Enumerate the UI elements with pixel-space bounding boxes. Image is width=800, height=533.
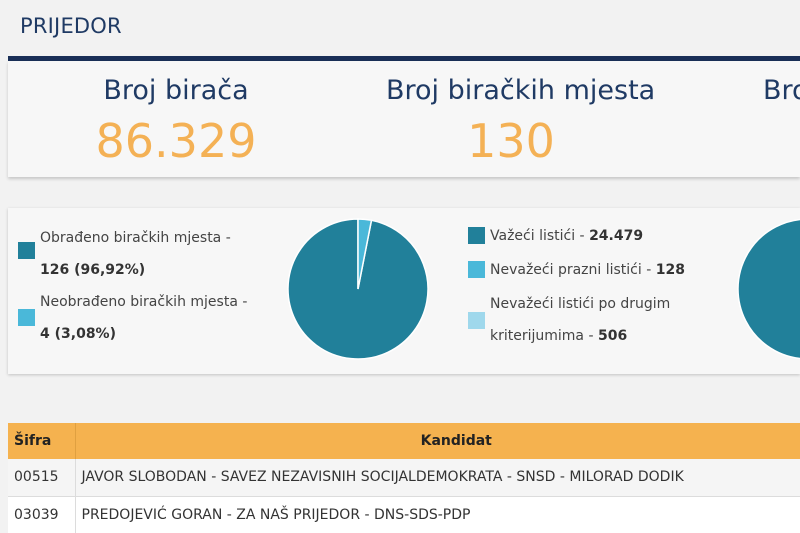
legend-other-invalid-label-line2: kriterijumima - bbox=[490, 328, 598, 344]
stats-card: Broj birača 86.329 Broj biračkih mjesta … bbox=[8, 61, 800, 177]
ballots-pie bbox=[737, 218, 800, 360]
stat-polling-stations-label: Broj biračkih mjesta bbox=[386, 75, 656, 106]
cell-candidate: PREDOJEVIĆ GORAN - ZA NAŠ PRIJEDOR - DNS… bbox=[75, 496, 800, 533]
table-row[interactable]: 00515 JAVOR SLOBODAN - SAVEZ NEZAVISNIH … bbox=[8, 459, 800, 497]
stat-voters: Broj birača 86.329 bbox=[88, 75, 264, 168]
cell-code: 00515 bbox=[8, 459, 76, 497]
ballots-pie-slice-0 bbox=[737, 218, 800, 360]
page-title: PRIJEDOR bbox=[20, 14, 122, 38]
stat-polling-stations-value: 130 bbox=[467, 114, 555, 168]
legend-processed: Obrađeno biračkih mjesta - 126 (96,92%) bbox=[40, 222, 231, 286]
legend-valid: Važeći listići - 24.479 bbox=[490, 220, 643, 252]
legend-blank-label: Nevažeći prazni listići - bbox=[490, 262, 656, 278]
legend-blank: Nevažeći prazni listići - 128 bbox=[490, 254, 685, 286]
stat-third: Bro bbox=[763, 75, 800, 106]
column-header-candidate[interactable]: Kandidat bbox=[75, 423, 800, 459]
table-header-row: Šifra Kandidat bbox=[8, 423, 800, 459]
legend-unprocessed: Neobrađeno biračkih mjesta - 4 (3,08%) bbox=[40, 286, 247, 350]
candidates-table-wrap: Šifra Kandidat 00515 JAVOR SLOBODAN - SA… bbox=[8, 423, 800, 533]
cell-candidate: JAVOR SLOBODAN - SAVEZ NEZAVISNIH SOCIJA… bbox=[75, 459, 800, 497]
cell-code: 03039 bbox=[8, 496, 76, 533]
legend-swatch-unprocessed bbox=[18, 309, 35, 326]
legend-other-invalid-value: 506 bbox=[597, 328, 628, 344]
legend-blank-value: 128 bbox=[655, 262, 685, 278]
legend-other-invalid: Nevažeći listići po drugim kriterijumima… bbox=[490, 288, 670, 352]
legend-processed-value: 126 (96,92%) bbox=[40, 262, 146, 278]
candidates-table: Šifra Kandidat 00515 JAVOR SLOBODAN - SA… bbox=[8, 423, 800, 533]
legend-other-invalid-label-line1: Nevažeći listići po drugim bbox=[490, 296, 671, 312]
legend-valid-label: Važeći listići - bbox=[490, 228, 590, 244]
legend-unprocessed-label: Neobrađeno biračkih mjesta - bbox=[40, 294, 248, 310]
polling-stations-pie bbox=[287, 218, 429, 360]
legend-unprocessed-value: 4 (3,08%) bbox=[40, 326, 116, 342]
table-row[interactable]: 03039 PREDOJEVIĆ GORAN - ZA NAŠ PRIJEDOR… bbox=[8, 496, 800, 533]
legend-swatch-blank bbox=[468, 261, 485, 278]
legend-swatch-valid bbox=[468, 227, 485, 244]
stat-polling-stations: Broj biračkih mjesta 130 bbox=[386, 75, 656, 168]
charts-card: Obrađeno biračkih mjesta - 126 (96,92%) … bbox=[8, 208, 800, 374]
column-header-code[interactable]: Šifra bbox=[8, 423, 76, 459]
stat-voters-label: Broj birača bbox=[103, 75, 249, 106]
legend-swatch-other-invalid bbox=[468, 312, 485, 329]
stat-third-label: Bro bbox=[763, 75, 800, 106]
legend-valid-value: 24.479 bbox=[589, 228, 644, 244]
polling-pie-slice-1 bbox=[357, 218, 373, 290]
header-divider bbox=[8, 56, 800, 61]
stat-voters-value: 86.329 bbox=[95, 114, 257, 168]
region-header: PRIJEDOR bbox=[8, 0, 800, 58]
legend-swatch-processed bbox=[18, 242, 35, 259]
legend-processed-label: Obrađeno biračkih mjesta - bbox=[40, 230, 231, 246]
